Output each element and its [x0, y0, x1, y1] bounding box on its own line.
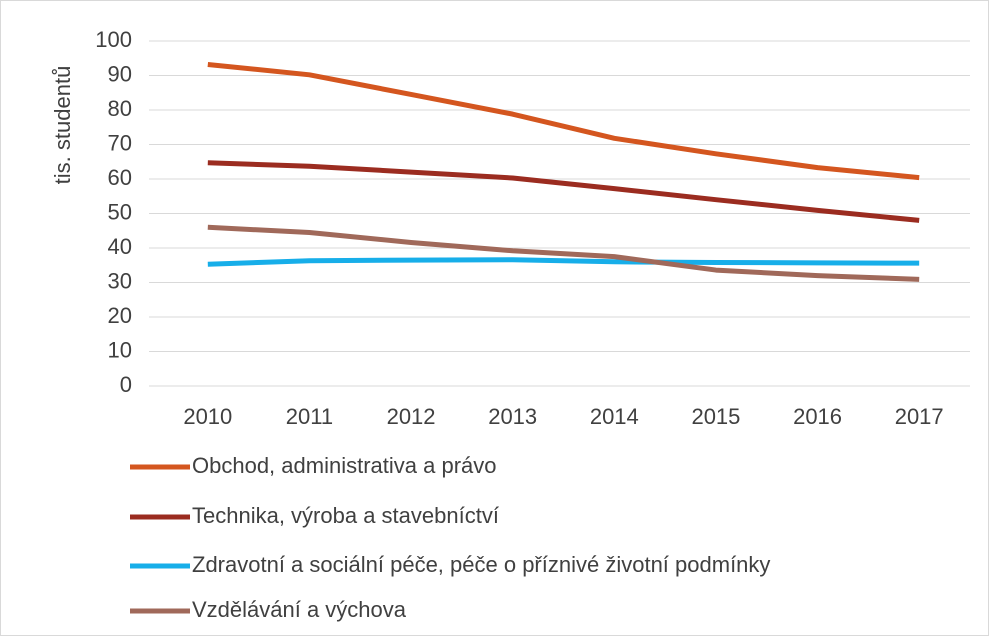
y-tick-label: 90	[108, 61, 132, 86]
y-tick-label: 60	[108, 165, 132, 190]
y-axis-label: tis. studentů	[50, 66, 75, 185]
data-line	[207, 224, 920, 282]
y-tick-label: 20	[108, 303, 132, 328]
x-tick-label: 2014	[590, 404, 639, 429]
y-tick-label: 50	[108, 199, 132, 224]
y-tick-label: 10	[108, 337, 132, 362]
y-tick-label: 70	[108, 130, 132, 155]
x-tick-label: 2012	[387, 404, 436, 429]
x-tick-label: 2010	[183, 404, 232, 429]
y-tick-label: 100	[95, 27, 132, 52]
x-tick-label: 2015	[691, 404, 740, 429]
legend-label: Zdravotní a sociální péče, péče o přízni…	[192, 552, 770, 577]
y-tick-label: 0	[120, 372, 132, 397]
x-tick-label: 2013	[488, 404, 537, 429]
x-tick-label: 2011	[286, 404, 333, 429]
legend-label: Technika, výroba a stavebníctví	[192, 503, 499, 528]
x-tick-label: 2017	[895, 404, 944, 429]
legend-label: Vzdělávání a výchova	[192, 597, 407, 622]
x-tick-label: 2016	[793, 404, 842, 429]
data-line	[207, 160, 920, 223]
y-tick-label: 40	[108, 234, 132, 259]
y-tick-label: 80	[108, 96, 132, 121]
data-line	[207, 257, 920, 267]
y-tick-label: 30	[108, 268, 132, 293]
data-line	[207, 61, 920, 181]
legend-label: Obchod, administrativa a právo	[192, 453, 497, 478]
